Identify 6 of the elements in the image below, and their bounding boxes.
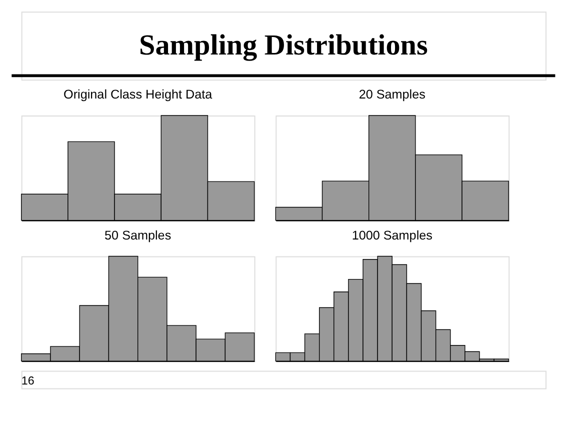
text: Sampling Distributions [139,29,428,62]
chart-title: 50 Samples [104,228,172,242]
chart-title: 20 Samples [358,88,426,102]
text: 16 [21,374,34,388]
chart-title: Original Class Height Data [64,88,214,102]
chart-title: 1000 Samples [352,228,432,242]
